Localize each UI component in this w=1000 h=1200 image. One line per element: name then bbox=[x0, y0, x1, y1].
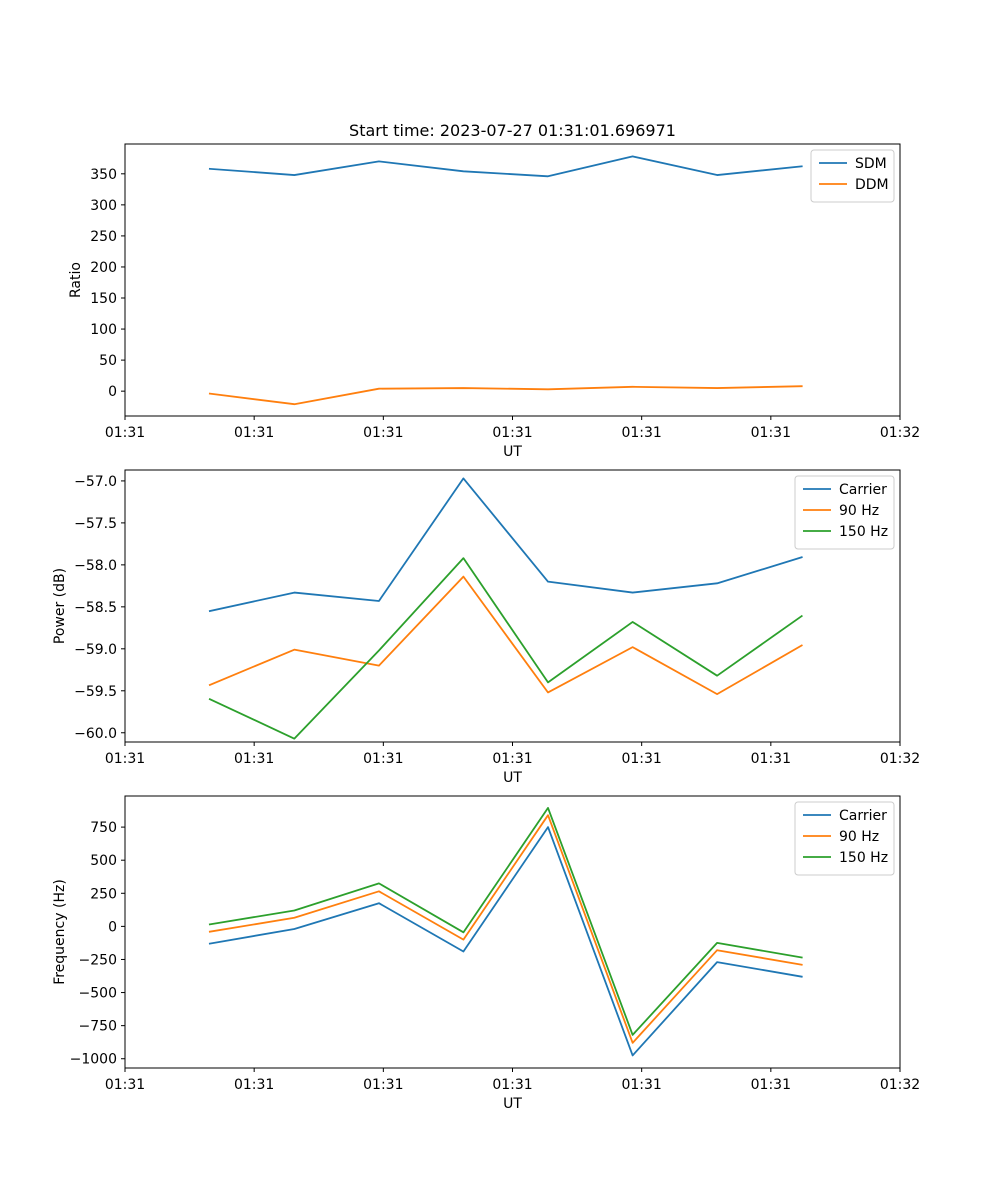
x-tick-label: 01:31 bbox=[492, 751, 532, 767]
x-tick-label: 01:31 bbox=[363, 751, 403, 767]
chart-panel-ratio: 01:31 01:31 01:31 01:31 01:31 01:31 01:32 0 50 10… bbox=[68, 143, 920, 460]
x-tick-label: 01:31 bbox=[234, 751, 274, 767]
x-tick-label: 01:31 bbox=[492, 425, 532, 441]
x-tick-label: 01:31 bbox=[234, 425, 274, 441]
series-line-90-hz bbox=[208, 575, 803, 696]
chart-panel-power: 01:31 01:31 01:31 01:31 01:31 01:31 01:32 −57.0… bbox=[52, 469, 920, 786]
x-tick-label: 01:31 bbox=[751, 1077, 791, 1093]
x-tick-label: 01:31 bbox=[363, 425, 403, 441]
x-tick-label: 01:31 bbox=[751, 751, 791, 767]
x-axis-label: UT bbox=[503, 770, 522, 786]
y-tick-label: 50 bbox=[99, 353, 117, 369]
series-line-150-hz bbox=[208, 557, 803, 740]
axes-frame bbox=[124, 143, 901, 417]
y-tick-label: −1000 bbox=[70, 1052, 117, 1068]
series-line-ddm bbox=[208, 385, 803, 406]
y-tick-label: −58.5 bbox=[74, 600, 117, 616]
y-tick-label: −57.5 bbox=[74, 516, 117, 532]
y-tick-label: −750 bbox=[79, 1019, 117, 1035]
x-tick-label: 01:31 bbox=[234, 1077, 274, 1093]
y-tick-label: −60.0 bbox=[74, 726, 117, 742]
y-tick-label: 250 bbox=[90, 886, 117, 902]
x-axis-label: UT bbox=[503, 444, 522, 460]
x-tick-label: 01:31 bbox=[105, 1077, 145, 1093]
x-tick-label: 01:31 bbox=[363, 1077, 403, 1093]
series-line-90-hz bbox=[208, 814, 803, 1044]
series-line-carrier bbox=[208, 826, 803, 1057]
y-tick-label: 0 bbox=[108, 919, 117, 935]
y-tick-label: −250 bbox=[79, 952, 117, 968]
x-tick-label: 01:32 bbox=[880, 425, 920, 441]
x-tick-label: 01:31 bbox=[621, 751, 661, 767]
y-tick-label: 500 bbox=[90, 853, 117, 869]
y-tick-label: 150 bbox=[90, 291, 117, 307]
y-axis-label: Frequency (Hz) bbox=[52, 879, 68, 985]
y-tick-label: 250 bbox=[90, 229, 117, 245]
axes-frame bbox=[124, 469, 901, 743]
y-tick-label: −58.0 bbox=[74, 558, 117, 574]
y-tick-label: 750 bbox=[90, 820, 117, 836]
chart-panels: 01:31 01:31 01:31 01:31 01:31 01:31 01:32 0 50 10… bbox=[52, 143, 920, 1112]
y-tick-label: −57.0 bbox=[74, 474, 117, 490]
legend-label: Carrier bbox=[839, 808, 887, 824]
chart-panel-frequency: 01:31 01:31 01:31 01:31 01:31 01:31 01:32 750 50… bbox=[52, 795, 920, 1112]
legend-label: 90 Hz bbox=[839, 829, 879, 845]
x-tick-label: 01:31 bbox=[492, 1077, 532, 1093]
x-axis-label: UT bbox=[503, 1096, 522, 1112]
series-line-carrier bbox=[208, 477, 803, 613]
legend-label: 150 Hz bbox=[839, 850, 888, 866]
figure-title: Start time: 2023-07-27 01:31:01.696971 bbox=[349, 121, 676, 140]
series-line-150-hz bbox=[208, 807, 803, 1036]
y-tick-label: 200 bbox=[90, 260, 117, 276]
legend-label: 90 Hz bbox=[839, 503, 879, 519]
y-axis-label: Power (dB) bbox=[52, 568, 68, 644]
x-tick-label: 01:31 bbox=[621, 425, 661, 441]
y-tick-label: 300 bbox=[90, 198, 117, 214]
y-tick-label: 100 bbox=[90, 322, 117, 338]
y-tick-label: −59.5 bbox=[74, 684, 117, 700]
x-tick-label: 01:31 bbox=[751, 425, 791, 441]
x-tick-label: 01:31 bbox=[105, 751, 145, 767]
legend-label: SDM bbox=[855, 156, 887, 172]
series-line-sdm bbox=[208, 155, 803, 178]
y-tick-label: −59.0 bbox=[74, 642, 117, 658]
legend-label: DDM bbox=[855, 177, 889, 193]
x-tick-label: 01:31 bbox=[105, 425, 145, 441]
y-tick-label: 0 bbox=[108, 384, 117, 400]
y-tick-label: −500 bbox=[79, 986, 117, 1002]
axes-frame bbox=[124, 795, 901, 1069]
y-tick-label: 350 bbox=[90, 167, 117, 183]
x-tick-label: 01:32 bbox=[880, 751, 920, 767]
legend-label: 150 Hz bbox=[839, 524, 888, 540]
x-tick-label: 01:31 bbox=[621, 1077, 661, 1093]
legend-label: Carrier bbox=[839, 482, 887, 498]
x-tick-label: 01:32 bbox=[880, 1077, 920, 1093]
y-axis-label: Ratio bbox=[68, 262, 84, 298]
